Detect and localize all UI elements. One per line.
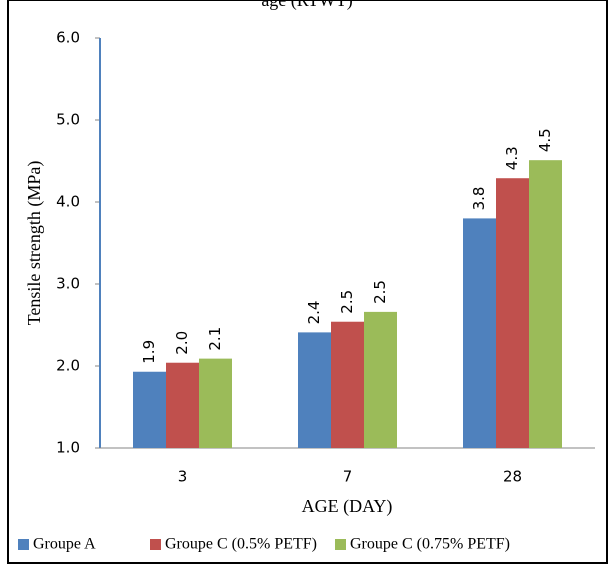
y-axis-title: Tensile strength (MPa) (24, 161, 45, 326)
x-tick-label: 3 (178, 468, 188, 486)
bar (463, 218, 496, 448)
y-tick-label: 5.0 (56, 111, 80, 129)
value-label: 4.3 (503, 146, 521, 170)
y-tick-label: 3.0 (56, 275, 80, 293)
value-label: 1.9 (140, 340, 158, 364)
bar (331, 321, 364, 448)
legend-swatch (150, 539, 161, 550)
x-axis-title: AGE (DAY) (302, 496, 393, 517)
y-tick-label: 2.0 (56, 357, 80, 375)
x-tick-label: 28 (503, 468, 522, 486)
y-tick-label: 4.0 (56, 193, 80, 211)
y-tick-label: 6.0 (56, 29, 80, 47)
bar (364, 311, 397, 448)
value-label: 4.5 (536, 128, 554, 152)
legend-swatch (335, 539, 346, 550)
legend-label: Groupe A (33, 536, 96, 553)
bar (529, 160, 562, 448)
value-label: 2.5 (371, 280, 389, 304)
legend-swatch (18, 539, 29, 550)
bar (298, 332, 331, 448)
chart-title: age (RTWT) (261, 0, 352, 11)
bar (199, 358, 232, 448)
bar (496, 178, 529, 448)
legend-label: Groupe C (0.75% PETF) (350, 536, 510, 553)
legend-label: Groupe C (0.5% PETF) (165, 536, 317, 553)
value-label: 3.8 (470, 187, 488, 211)
value-label: 2.5 (338, 290, 356, 314)
x-tick-label: 7 (343, 468, 353, 486)
value-label: 2.4 (305, 301, 323, 325)
bar (133, 371, 166, 448)
value-label: 2.1 (206, 327, 224, 351)
bar (166, 362, 199, 448)
value-label: 2.0 (173, 331, 191, 355)
y-tick-label: 1.0 (56, 439, 80, 457)
